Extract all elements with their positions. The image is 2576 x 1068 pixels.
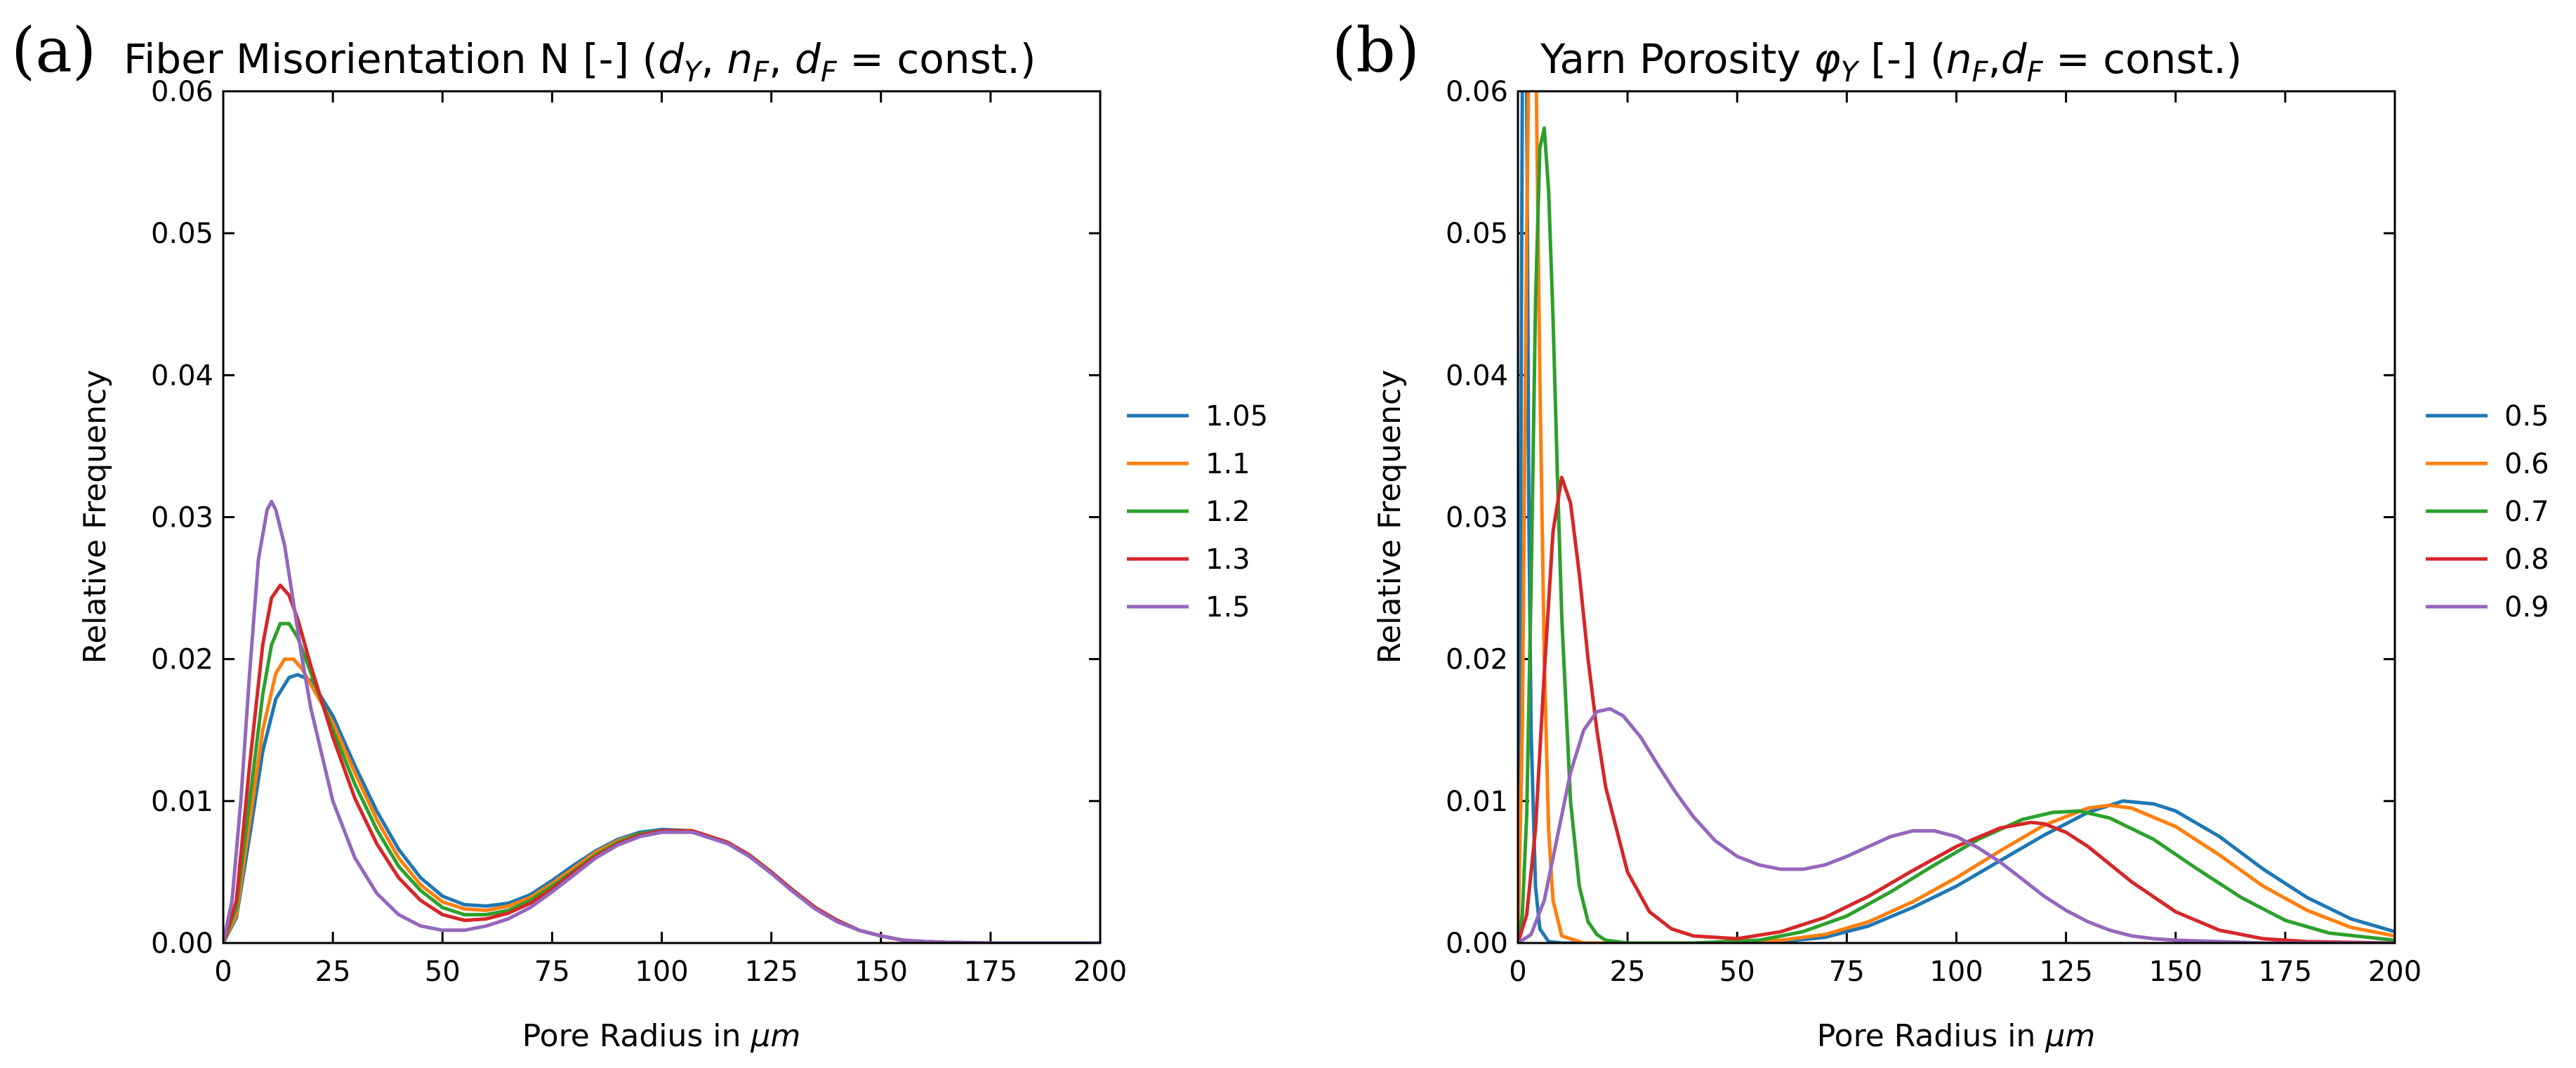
panel-b-y-tick-label: 0.03: [1446, 502, 1508, 534]
panel-a-series-1.5: [223, 499, 1100, 943]
panel-a-plot-frame: [222, 90, 1102, 944]
panel-b-x-tick-label: 150: [2149, 956, 2202, 988]
panel-b-y-tick-label: 0.00: [1446, 928, 1508, 960]
panel-b-y-tick-label: 0.04: [1446, 360, 1508, 392]
panel-a-x-tick-label: 75: [534, 956, 570, 988]
panel-b-x-tick-label: 100: [1929, 956, 1983, 988]
panel-b-y-tick-label: 0.01: [1446, 786, 1508, 818]
panel-b-series-0.8: [1518, 475, 2395, 943]
panel-b-y-tick-label: 0.02: [1446, 644, 1508, 676]
panel-b-label: (b): [1332, 14, 1420, 86]
panel-a-y-ticks: 0.00 0.01 0.02 0.03 0.04 0.05 0.06: [151, 76, 1100, 960]
panel-b-series-0.5: [1518, 91, 2395, 943]
panel-a-x-tick-label: 150: [854, 956, 908, 988]
panel-a-x-ticks: 0 25 50 75 100 125 150 175 200: [214, 91, 1127, 988]
panel-a: (a) Fiber Misorientation N [-] (dY, nF, …: [11, 14, 1268, 1054]
panel-b-plot-frame: [1517, 90, 2396, 944]
panel-a-y-tick-label: 0.04: [151, 360, 213, 392]
panel-a-y-tick-label: 0.06: [151, 76, 213, 108]
panel-a-legend-label: 1.2: [1206, 496, 1250, 528]
panel-b-legend-label: 0.8: [2504, 543, 2549, 576]
panel-a-x-tick-label: 100: [635, 956, 688, 988]
panel-a-y-tick-label: 0.02: [151, 644, 213, 676]
panel-b: (b) Yarn Porosity φY [-] (nF,dF = const.…: [1332, 14, 2549, 1054]
panel-a-x-tick-label: 25: [315, 956, 351, 988]
panel-b-series: [1518, 91, 2395, 943]
panel-b-y-ticks: 0.00 0.01 0.02 0.03 0.04 0.05 0.06: [1446, 76, 2395, 960]
panel-a-x-tick-label: 0: [214, 956, 232, 988]
panel-a-y-axis-label: Relative Frequency: [77, 370, 113, 664]
panel-b-legend: 0.5 0.6 0.7 0.8 0.9: [2426, 400, 2549, 624]
panel-a-legend-label: 1.05: [1206, 400, 1268, 433]
panel-a-x-axis-label: Pore Radius in μm: [522, 1018, 801, 1054]
panel-a-y-tick-label: 0.00: [151, 928, 213, 960]
panel-b-x-tick-label: 200: [2368, 956, 2422, 988]
panel-b-x-ticks: 0 25 50 75 100 125 150 175 200: [1509, 91, 2422, 988]
panel-a-legend: 1.05 1.1 1.2 1.3 1.5: [1127, 400, 1268, 624]
panel-b-y-tick-label: 0.06: [1446, 76, 1508, 108]
panel-b-x-tick-label: 125: [2039, 956, 2092, 988]
panel-a-y-tick-label: 0.05: [151, 218, 213, 250]
panel-b-title: Yarn Porosity φY [-] (nF,dF = const.): [1540, 35, 2242, 88]
panel-a-legend-label: 1.5: [1206, 591, 1250, 624]
panel-b-series-0.6: [1518, 91, 2395, 943]
panel-a-series-1.2: [223, 621, 1100, 943]
panel-a-x-tick-label: 50: [425, 956, 461, 988]
panel-a-y-tick-label: 0.03: [151, 502, 213, 534]
panel-a-series: [223, 499, 1100, 943]
panel-a-x-tick-label: 175: [964, 956, 1017, 988]
panel-b-x-tick-label: 0: [1509, 956, 1526, 988]
panel-b-y-tick-label: 0.05: [1446, 218, 1508, 250]
panel-b-legend-label: 0.6: [2504, 448, 2549, 480]
panel-b-series-0.7: [1518, 126, 2395, 943]
panel-b-x-tick-label: 75: [1829, 956, 1865, 988]
panel-a-legend-label: 1.1: [1206, 448, 1250, 480]
panel-a-x-tick-label: 200: [1074, 956, 1127, 988]
panel-b-x-tick-label: 50: [1719, 956, 1755, 988]
panel-a-label: (a): [11, 14, 96, 86]
panel-b-x-tick-label: 175: [2259, 956, 2312, 988]
panel-b-x-tick-label: 25: [1610, 956, 1646, 988]
panel-b-legend-label: 0.9: [2504, 591, 2549, 624]
panel-a-x-tick-label: 125: [744, 956, 798, 988]
panel-b-legend-label: 0.7: [2504, 496, 2549, 528]
panel-a-y-tick-label: 0.01: [151, 786, 213, 818]
panel-b-legend-label: 0.5: [2504, 400, 2549, 433]
panel-b-series-0.9: [1518, 706, 2395, 943]
panel-b-y-axis-label: Relative Frequency: [1372, 370, 1408, 664]
panel-b-x-axis-label: Pore Radius in μm: [1817, 1018, 2096, 1054]
panel-a-legend-label: 1.3: [1206, 543, 1250, 576]
panel-a-title: Fiber Misorientation N [-] (dY, nF, dF =…: [124, 35, 1036, 88]
panel-a-series-1.05: [223, 673, 1100, 943]
